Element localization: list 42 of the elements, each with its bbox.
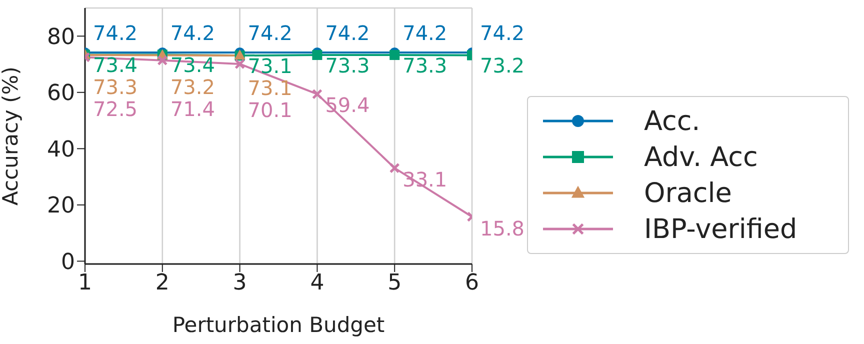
data-label: 74.2 bbox=[325, 20, 370, 45]
point bbox=[234, 58, 246, 70]
data-label: 74.2 bbox=[93, 20, 138, 45]
y-tick-label: 0 bbox=[61, 250, 75, 275]
y-tick-label: 80 bbox=[47, 24, 75, 50]
data-label: 74.2 bbox=[248, 20, 292, 45]
point bbox=[312, 88, 322, 100]
x-tick-label: 4 bbox=[310, 270, 324, 296]
y-tick-label: 60 bbox=[47, 81, 75, 106]
data-label: 72.5 bbox=[93, 97, 138, 122]
data-label: 74.2 bbox=[402, 20, 448, 45]
data-label: 74.2 bbox=[480, 20, 525, 45]
data-label: 73.1 bbox=[248, 76, 292, 100]
point bbox=[312, 50, 322, 60]
legend-label: IBP-verified bbox=[644, 214, 798, 244]
data-label: 70.1 bbox=[248, 98, 292, 122]
x-tick-label: 1 bbox=[78, 270, 92, 296]
y-tick-label: 40 bbox=[47, 137, 75, 162]
data-label: 73.4 bbox=[93, 53, 138, 78]
x-tick-label: 2 bbox=[155, 270, 170, 296]
x-tick-label: 5 bbox=[388, 270, 402, 296]
data-label: 73.2 bbox=[170, 75, 215, 100]
data-label: 73.3 bbox=[402, 53, 448, 78]
data-label: 73.3 bbox=[325, 53, 370, 78]
data-label: 73.2 bbox=[480, 54, 525, 78]
legend-label: Adv. Acc bbox=[644, 142, 758, 172]
data-label: 73.3 bbox=[93, 75, 138, 100]
data-label: 73.1 bbox=[248, 54, 292, 78]
data-label: 71.4 bbox=[170, 97, 215, 122]
y-tick-label: 20 bbox=[47, 194, 75, 219]
legend-label: Acc. bbox=[644, 106, 700, 136]
point bbox=[157, 55, 168, 66]
y-axis-title: Accuracy (%) bbox=[0, 66, 22, 206]
x-tick-label: 6 bbox=[465, 270, 479, 296]
x-axis-title: Perturbation Budget bbox=[172, 313, 385, 337]
data-label: 74.2 bbox=[170, 20, 215, 45]
data-label: 59.4 bbox=[325, 92, 370, 117]
x-tick-label: 3 bbox=[232, 270, 247, 296]
legend-label: Oracle bbox=[644, 178, 732, 208]
point bbox=[389, 162, 400, 174]
data-label: 73.4 bbox=[170, 53, 215, 78]
data-label: 15.8 bbox=[480, 216, 525, 240]
